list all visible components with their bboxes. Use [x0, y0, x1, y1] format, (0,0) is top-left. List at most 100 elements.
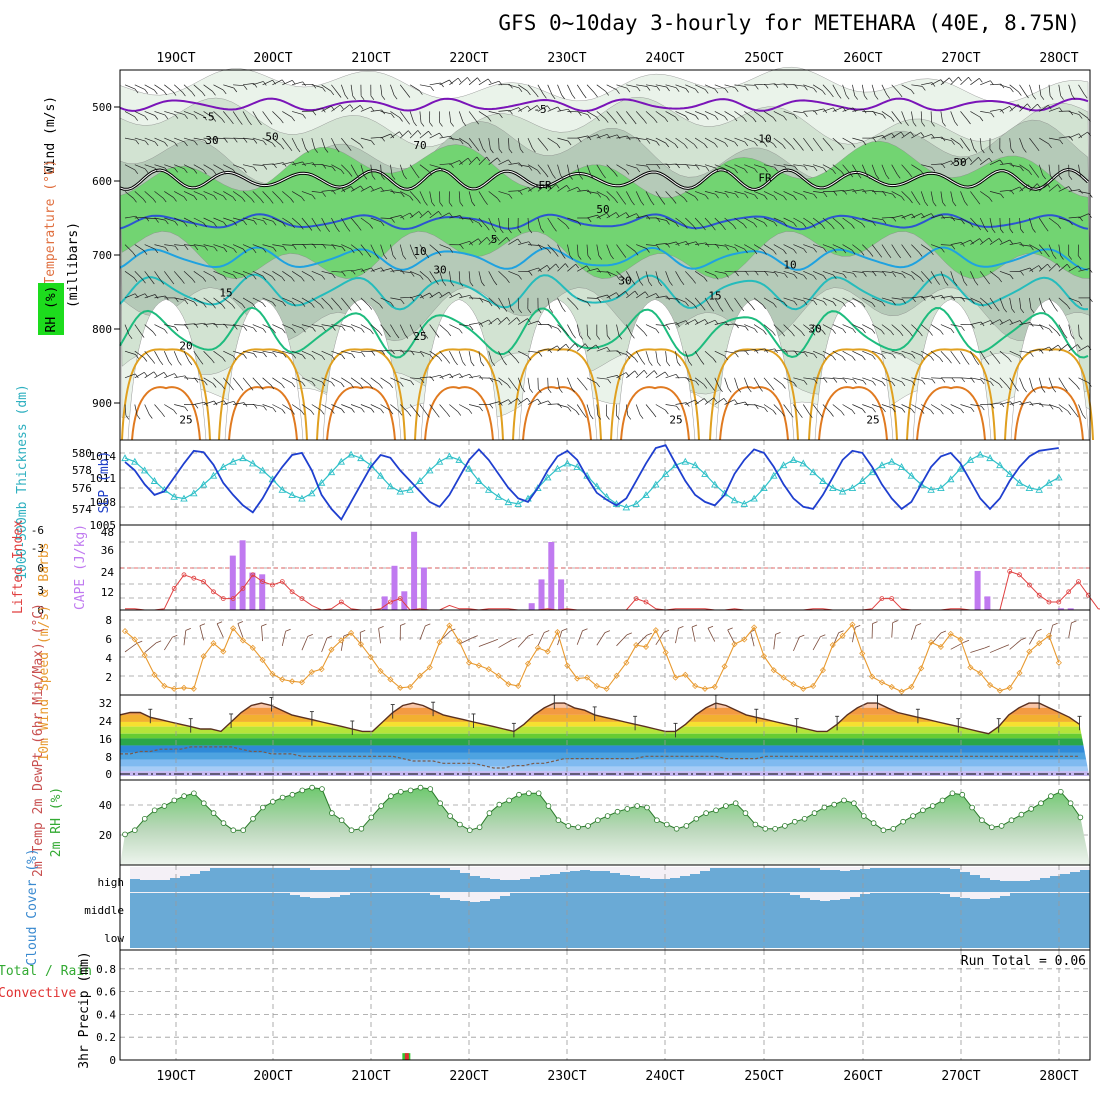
cloud-high-block — [190, 874, 200, 892]
upper-wind-barb — [999, 319, 1010, 325]
upper-wind-barb — [995, 306, 1000, 312]
chart-title: GFS 0~10day 3-hourly for METEHARA (40E, … — [498, 11, 1080, 35]
upper-wind-barb — [911, 350, 922, 356]
upper-wind-barb — [302, 81, 306, 87]
upper-wind-barb — [164, 324, 176, 328]
upper-wind-barb — [622, 200, 627, 205]
upper-wind-barb — [124, 324, 130, 335]
upper-wind-barb — [491, 361, 496, 367]
upper-wind-barb — [842, 270, 854, 274]
upper-wind-barb — [301, 243, 313, 245]
upper-wind-barb — [263, 220, 267, 225]
upper-wind-barb — [801, 331, 805, 337]
upper-wind-barb — [391, 113, 395, 119]
upper-wind-barb — [1032, 95, 1037, 100]
upper-wind-barb — [223, 275, 227, 280]
upper-wind-barb — [301, 404, 312, 411]
upper-wind-barb — [369, 224, 374, 229]
upper-wind-barb — [949, 77, 953, 83]
thickness-point — [534, 484, 542, 491]
upper-wind-barb — [1063, 333, 1068, 339]
cape-bar — [1067, 608, 1074, 610]
top-date-axis: 19OCT 20OCT 21OCT 22OCT 23OCT 24OCT 25OCT 26OCT… — [156, 51, 1078, 66]
upper-wind-barb — [626, 350, 636, 359]
upper-wind-barb — [416, 412, 421, 418]
wind-speed-point — [485, 666, 492, 673]
upper-wind-barb — [655, 137, 666, 144]
upper-wind-barb — [724, 191, 736, 195]
upper-wind-barb — [380, 408, 384, 414]
upper-wind-barb — [429, 82, 441, 86]
thickness-point — [543, 473, 552, 481]
upper-wind-barb — [773, 297, 785, 303]
upper-wind-barb — [694, 271, 705, 278]
upper-wind-barb — [940, 271, 946, 282]
upper-wind-barb — [293, 245, 297, 250]
upper-wind-barb — [989, 297, 997, 308]
upper-wind-barb — [763, 377, 772, 387]
upper-wind-barb — [331, 217, 337, 228]
upper-wind-barb — [921, 380, 926, 385]
upper-wind-barb — [243, 168, 247, 173]
upper-wind-barb — [902, 273, 906, 279]
upper-wind-barb — [704, 350, 714, 359]
upper-wind-barb — [999, 401, 1011, 405]
upper-wind-barb — [979, 138, 982, 150]
wind-speed-point — [436, 639, 443, 646]
upper-wind-barb — [685, 297, 695, 305]
cloud-high-block — [620, 875, 630, 892]
upper-wind-barb — [508, 317, 518, 325]
upper-wind-barb — [658, 281, 662, 287]
upper-wind-barb — [872, 111, 883, 115]
upper-wind-barb — [985, 360, 990, 365]
cape-tick-label: 24 — [101, 566, 115, 579]
upper-wind-barb — [183, 222, 188, 227]
upper-wind-barb — [357, 226, 362, 231]
upper-wind-barb — [222, 169, 227, 175]
cape-bar — [411, 531, 418, 610]
upper-wind-barb — [596, 377, 608, 380]
upper-wind-barb — [931, 379, 936, 384]
upper-wind-barb — [680, 280, 685, 286]
upper-wind-barb — [666, 325, 671, 330]
upper-wind-barb — [694, 351, 702, 361]
upper-wind-barb — [882, 381, 886, 387]
thickness-point — [131, 457, 139, 465]
upper-wind-barb — [990, 80, 994, 85]
upper-wind-barb — [976, 199, 981, 205]
upper-wind-barb — [419, 191, 425, 202]
upper-wind-barb — [773, 250, 777, 255]
rh-point — [289, 791, 296, 798]
thickness-point — [789, 455, 798, 463]
upper-wind-barb — [832, 355, 836, 361]
upper-wind-barb — [695, 399, 699, 405]
upper-wind-barb — [912, 297, 916, 303]
cloud-low-block — [440, 921, 450, 948]
upper-wind-barb — [1007, 385, 1011, 391]
upper-wind-barb — [544, 146, 549, 151]
lifted-index-point — [1027, 582, 1032, 588]
contour-label: 30 — [808, 323, 821, 336]
upper-wind-barb — [902, 299, 906, 304]
upper-wind-barb — [812, 137, 820, 148]
upper-wind-barb — [193, 164, 204, 171]
upper-wind-barb — [223, 350, 234, 357]
upper-wind-barb — [1009, 228, 1014, 234]
thickness-point — [622, 503, 631, 511]
bottom-date-label: 26OCT — [843, 1069, 882, 1084]
upper-wind-barb — [1056, 263, 1061, 268]
upper-wind-barb — [1040, 402, 1044, 408]
wind-speed-point — [908, 683, 915, 690]
upper-wind-barb — [656, 164, 661, 169]
upper-wind-barb — [342, 271, 346, 277]
contour-label: 25 — [413, 330, 426, 343]
upper-wind-barb — [902, 353, 906, 359]
surface-wind-barb — [261, 626, 264, 642]
upper-wind-barb — [459, 324, 471, 327]
cloud-high-block — [700, 871, 710, 892]
cloud-high-block — [980, 878, 990, 892]
wind-speed-point — [289, 678, 296, 685]
upper-wind-barb — [537, 348, 549, 352]
upper-wind-barb — [714, 111, 725, 117]
